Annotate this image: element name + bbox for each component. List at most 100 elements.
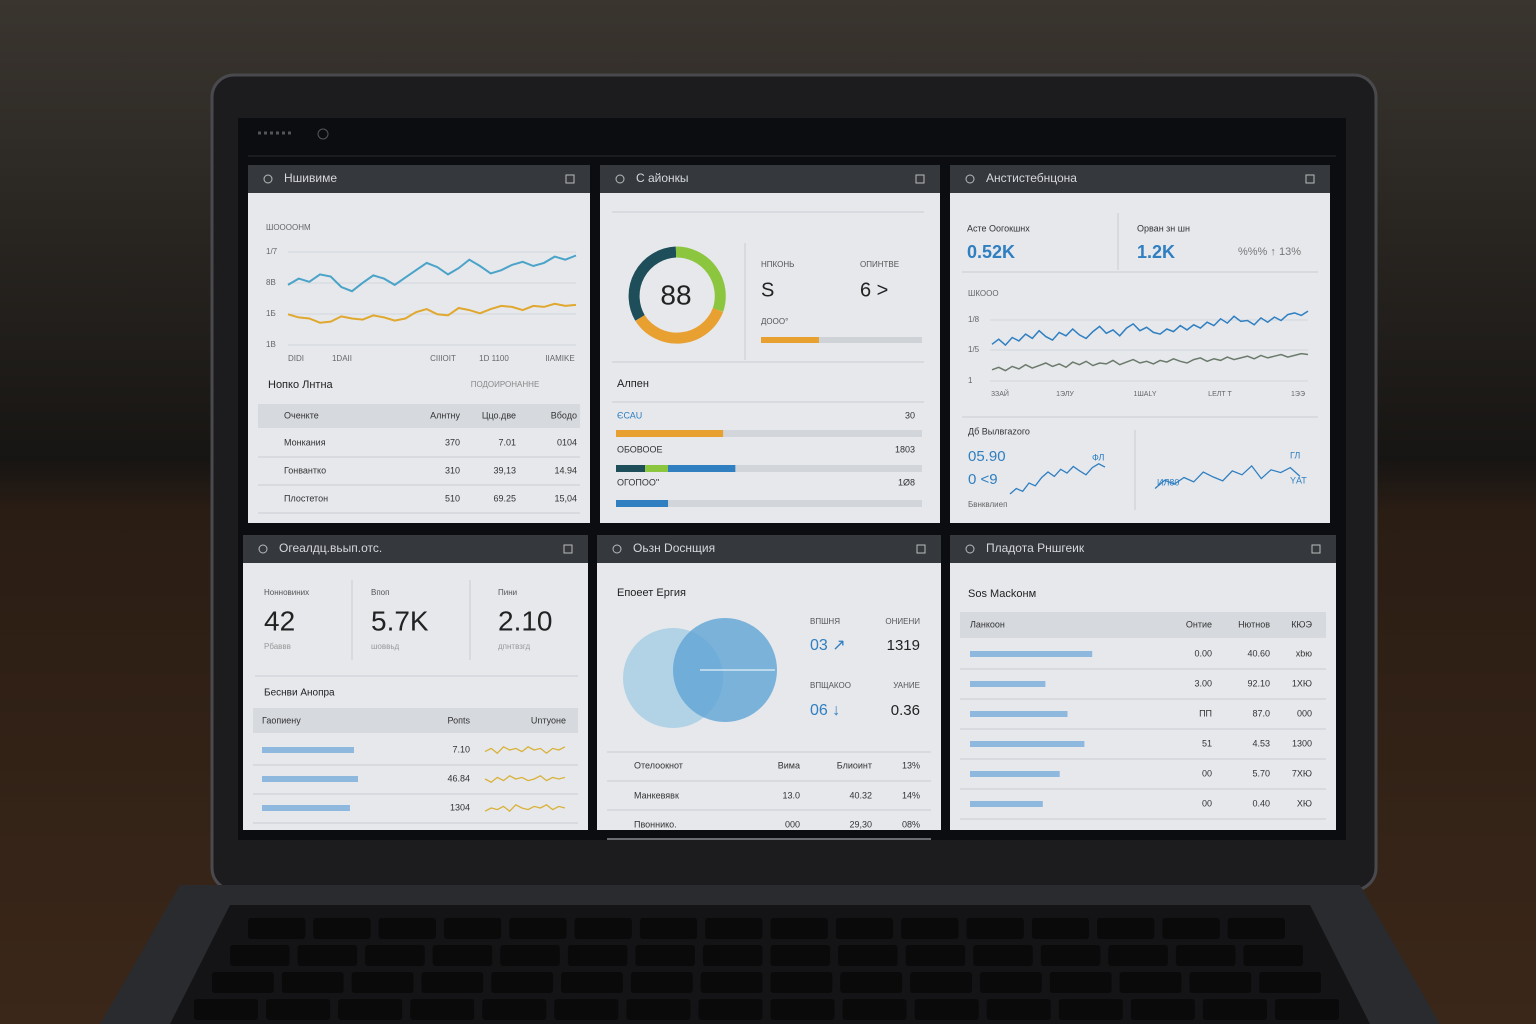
key (700, 972, 763, 993)
label: 1/5 (968, 345, 980, 354)
bar-track (616, 465, 922, 472)
gauge-arc (635, 307, 724, 344)
key (1108, 945, 1168, 966)
key (567, 945, 628, 966)
label: ГЛ (1290, 450, 1300, 460)
label: 000 (785, 819, 800, 829)
panel (248, 165, 590, 523)
key (835, 918, 894, 939)
key (297, 945, 358, 966)
label: 0104 (557, 437, 577, 447)
table-bar (262, 805, 350, 811)
key (979, 972, 1042, 993)
label: 0.00 (1194, 648, 1212, 658)
key (378, 918, 436, 939)
label: 03 ↗ (810, 637, 846, 654)
label: Оченкте (284, 410, 319, 420)
label: Нопко Лнтна (268, 379, 334, 391)
label: 42 (264, 605, 295, 636)
panel (243, 535, 588, 830)
key (212, 972, 274, 993)
label: Вима (778, 760, 800, 770)
label: ВПШНЯ (810, 617, 840, 626)
label: 00 (1202, 798, 1212, 808)
label: 1304 (450, 802, 470, 812)
label: 40.60 (1247, 648, 1270, 658)
key (1031, 918, 1090, 939)
label: Алнтну (430, 410, 460, 420)
table-bar (262, 747, 354, 753)
label: Unтуоне (531, 715, 566, 725)
label: 1ШАLY (1133, 391, 1156, 398)
label: 29,30 (849, 819, 872, 829)
line-series (484, 775, 566, 783)
label: 2.10 (498, 605, 553, 636)
label: 30 (905, 410, 915, 420)
label: 4.53 (1252, 738, 1270, 748)
label: S (761, 279, 774, 301)
key (842, 999, 907, 1020)
key (410, 999, 475, 1020)
label: %%% ↑ 13% (1238, 246, 1301, 258)
line-series (1009, 463, 1106, 495)
key (770, 972, 833, 993)
label: Алпен (617, 378, 649, 390)
label: ДООО° (761, 317, 788, 326)
label: дпнтвзгд (498, 642, 530, 651)
label: КЮЭ (1291, 619, 1312, 629)
label: 05.90 (968, 448, 1006, 465)
bar-segment (616, 500, 669, 507)
panel-title: Анстистебнцона (986, 171, 1077, 185)
label: ОПИНТВЕ (860, 260, 899, 269)
label: 7.01 (498, 437, 516, 447)
label: 14% (902, 790, 920, 800)
label: Плостетон (284, 493, 328, 503)
key (639, 918, 698, 939)
label: ЄСАU (617, 410, 642, 420)
key (351, 972, 414, 993)
label: Монкания (284, 437, 326, 447)
label: Орван зн шн (1137, 223, 1190, 233)
key (1243, 945, 1303, 966)
label: 7.10 (452, 744, 470, 754)
label: CIIIOIT (430, 354, 456, 363)
key (1175, 945, 1236, 966)
label: 0.36 (891, 702, 920, 719)
label: УАНИЕ (893, 681, 920, 690)
label: Асте Оогокшнх (967, 223, 1030, 233)
header-icon (915, 174, 925, 184)
label: Манкевявк (634, 790, 679, 800)
progress-track (761, 337, 922, 343)
label: 1 (968, 376, 973, 385)
label: Ропts (448, 715, 471, 725)
label: ВПЩАКОО (810, 681, 851, 690)
label: 1DAII (332, 354, 352, 363)
line-series (287, 254, 577, 293)
key (901, 918, 959, 939)
key (194, 999, 259, 1020)
table-header (253, 708, 578, 733)
label: 3.00 (1194, 678, 1212, 688)
label: 1ЭЭ (1291, 391, 1305, 398)
key (1040, 945, 1101, 966)
key (230, 945, 290, 966)
label: 1B (266, 340, 276, 349)
header-icon (1311, 544, 1321, 554)
label: 3ЗАЙ (991, 389, 1009, 398)
label: 0 <9 (968, 471, 998, 488)
key (702, 945, 763, 966)
label: 14.94 (554, 465, 577, 475)
table-header (258, 404, 580, 428)
label: НПКОНЬ (761, 260, 794, 269)
label: 000 (1297, 708, 1312, 718)
panel (600, 165, 940, 523)
bar-segment (616, 430, 724, 437)
label: Нютнов (1238, 619, 1270, 629)
panel-header (950, 535, 1336, 563)
key (421, 972, 484, 993)
label: YАТ (1290, 475, 1307, 485)
bar-segment (668, 465, 736, 472)
header-icon (965, 174, 975, 184)
key (365, 945, 425, 966)
label: ПП (1199, 708, 1212, 718)
